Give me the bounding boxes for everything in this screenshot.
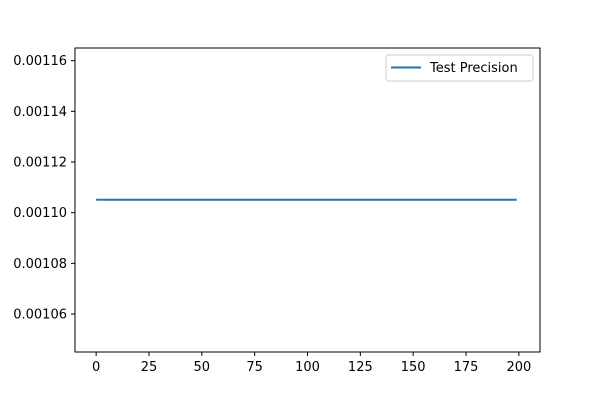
x-tick-label: 75 — [246, 360, 263, 375]
x-tick-label: 25 — [141, 360, 158, 375]
y-tick-label: 0.00110 — [13, 206, 67, 221]
y-tick-label: 0.00108 — [13, 257, 67, 272]
y-tick-label: 0.00116 — [13, 54, 67, 69]
x-tick-label: 175 — [454, 360, 479, 375]
plot-frame — [74, 47, 541, 353]
y-tick-label: 0.00106 — [13, 308, 67, 323]
y-tick-label: 0.00112 — [13, 156, 67, 171]
x-tick-label: 150 — [401, 360, 426, 375]
legend-label-test-precision: Test Precision — [429, 61, 518, 76]
legend-box — [385, 54, 534, 82]
y-axis: 0.00106 0.00108 0.00110 0.00112 0.00114 0.001… — [13, 54, 75, 323]
x-tick-label: 100 — [295, 360, 320, 375]
x-axis: 0 25 50 75 100 125 150 175 200 — [92, 352, 531, 375]
x-tick-label: 200 — [506, 360, 531, 375]
legend: Test Precision — [385, 54, 534, 82]
x-tick-label: 125 — [348, 360, 373, 375]
y-tick-label: 0.00114 — [13, 105, 67, 120]
x-tick-label: 0 — [92, 360, 100, 375]
x-tick-label: 50 — [194, 360, 211, 375]
